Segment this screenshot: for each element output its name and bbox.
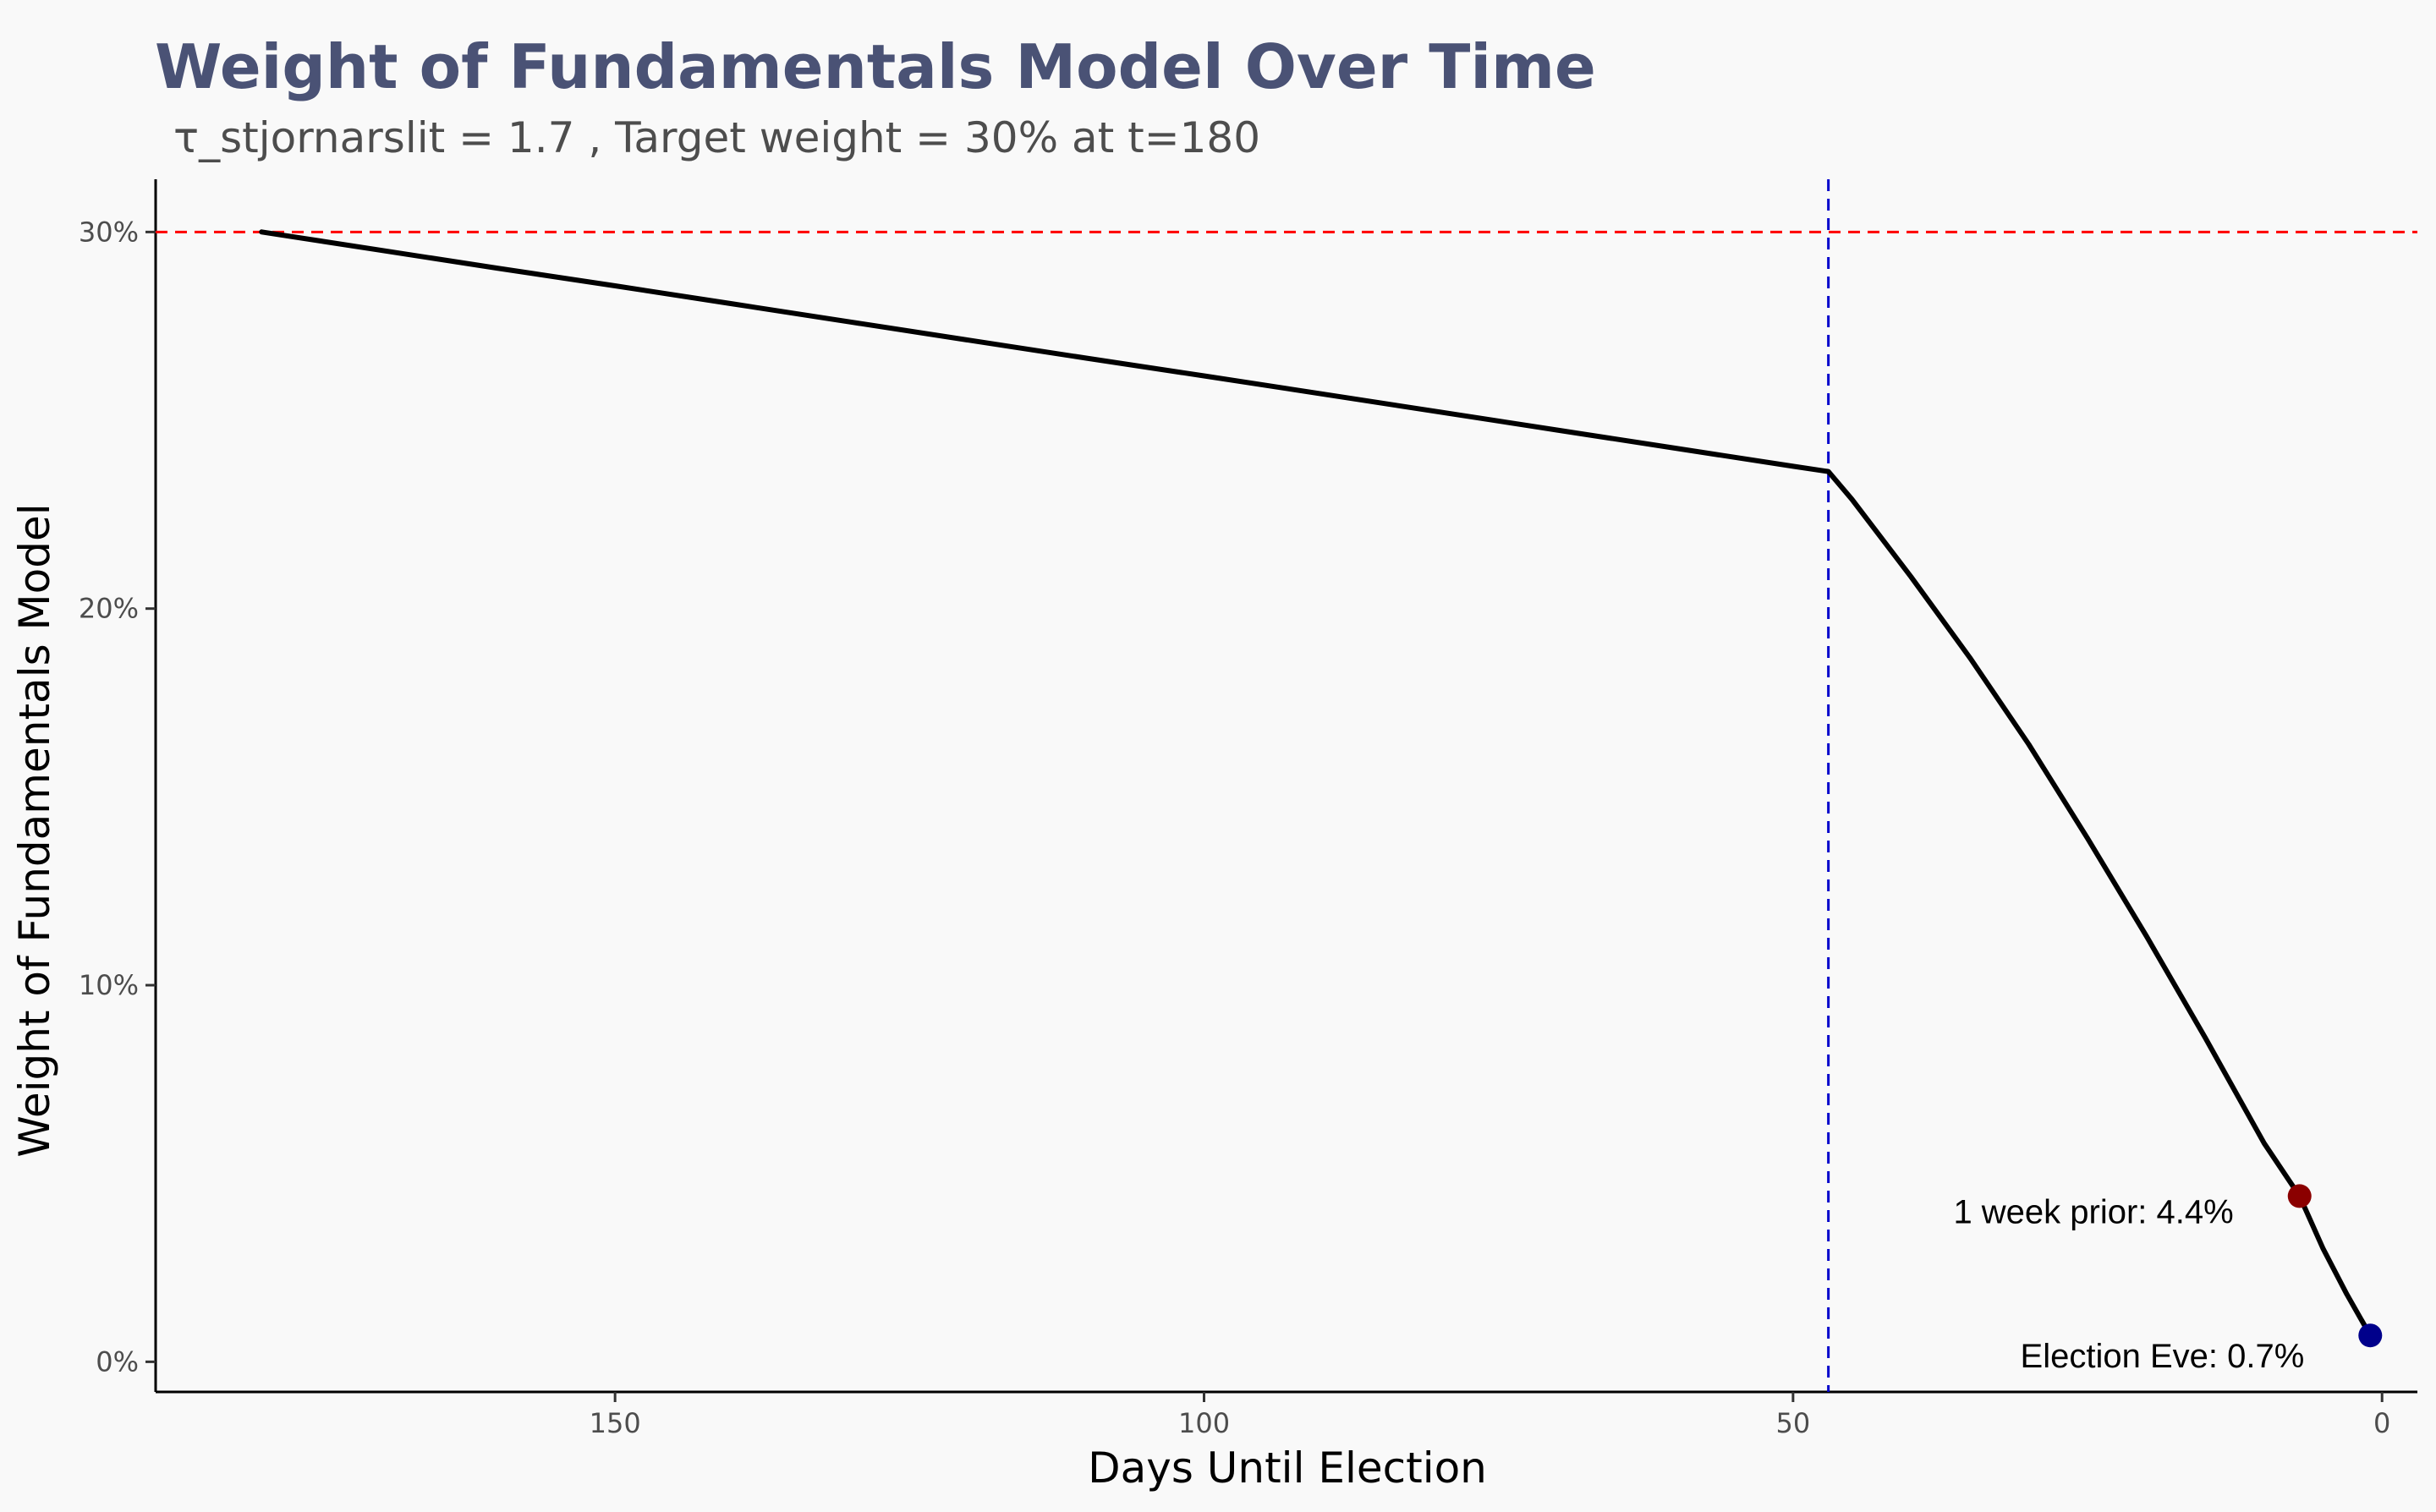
chart-subtitle: τ_stjornarslit = 1.7 , Target weight = 3…	[173, 113, 1260, 162]
election-eve-label: Election Eve: 0.7%	[2021, 1338, 2305, 1375]
y-tick-label: 0%	[96, 1345, 139, 1378]
election-eve-point	[2358, 1323, 2383, 1348]
x-tick-label: 50	[1776, 1407, 1811, 1439]
x-tick-label: 100	[1178, 1407, 1230, 1439]
plot-area: 0% 10% 20% 30% 150 100 50 0 1 week prior: 4.4% El…	[79, 179, 2417, 1439]
x-tick-label: 150	[590, 1407, 641, 1439]
x-tick-label: 0	[2373, 1407, 2390, 1439]
one-week-prior-label: 1 week prior: 4.4%	[1953, 1193, 2233, 1230]
one-week-prior-point	[2287, 1184, 2312, 1208]
y-axis-title: Weight of Fundamentals Model	[10, 503, 59, 1157]
y-tick-label: 30%	[79, 216, 139, 248]
weight-series-line	[259, 229, 2373, 1339]
x-axis-title: Days Until Election	[1088, 1444, 1487, 1493]
y-tick-label: 10%	[79, 969, 139, 1001]
chart-title: Weight of Fundamentals Model Over Time	[155, 31, 1596, 102]
y-tick-label: 20%	[79, 593, 139, 625]
